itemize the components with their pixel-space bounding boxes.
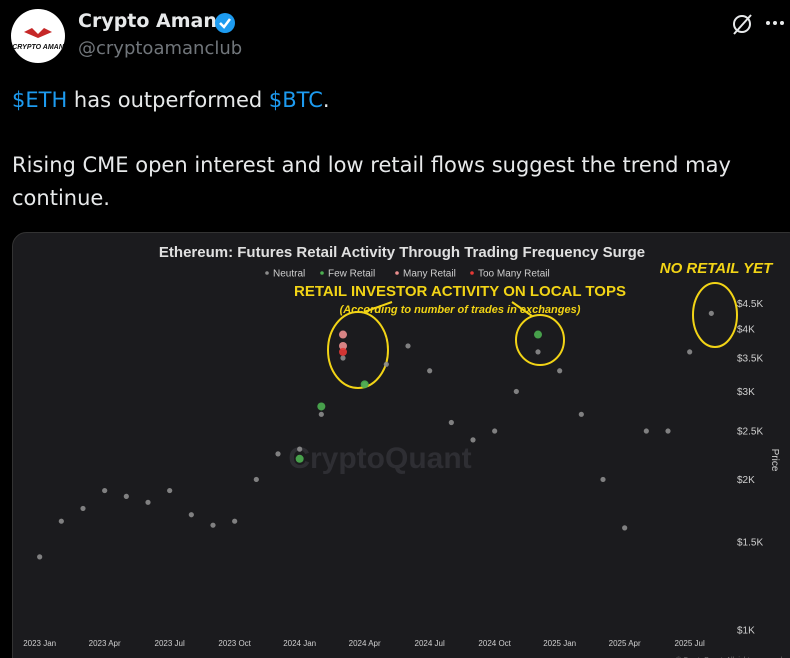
point [339, 347, 347, 356]
legend-label: Many Retail [403, 269, 456, 280]
x-tick-label: 2024 Apr [349, 639, 381, 648]
point [600, 476, 606, 483]
chart[interactable]: CryptoQuant Ethereum: Futures Retail Acti… [12, 232, 790, 658]
chart-frame [12, 232, 790, 658]
y-tick-label: $3.5K [737, 354, 763, 365]
y-tick-label: $1K [737, 625, 755, 636]
legend-marker [265, 271, 269, 275]
chart-title: Ethereum: Futures Retail Activity Throug… [159, 244, 645, 261]
point [470, 437, 476, 443]
point [535, 349, 541, 355]
y-tick-label: $1.5K [737, 537, 763, 548]
point [317, 402, 326, 411]
point [188, 512, 194, 518]
point [492, 428, 498, 434]
post-text: . [322, 88, 330, 112]
x-tick-label: 2024 Jul [415, 639, 445, 648]
y-tick-label: $2K [737, 475, 755, 486]
y-tick-label: $2.5K [737, 427, 763, 438]
x-tick-label: 2024 Jan [283, 639, 316, 648]
point [448, 419, 454, 426]
point [578, 411, 584, 417]
point [622, 525, 628, 531]
avatar[interactable]: CRYPTO AMAN [10, 8, 66, 64]
legend-marker [320, 271, 324, 275]
verified-badge [215, 13, 235, 33]
post-line: $ETH has outperformed $BTC. [12, 84, 330, 117]
x-tick-label: 2023 Oct [218, 639, 251, 648]
point [427, 368, 433, 374]
post-text: has outperformed [67, 88, 269, 112]
post-text: Rising CME open interest and low retail … [12, 153, 731, 210]
y-tick-label: $4K [737, 325, 755, 336]
x-tick-label: 2025 Jan [543, 639, 576, 648]
point [405, 343, 411, 349]
legend-label: Few Retail [328, 269, 375, 280]
point [687, 349, 693, 355]
annotation: NO RETAIL YET [660, 260, 774, 277]
more-button[interactable] [764, 16, 786, 30]
point [253, 476, 259, 483]
point [534, 330, 542, 339]
point [557, 368, 563, 374]
legend-marker [395, 271, 399, 275]
point [708, 310, 714, 316]
point [318, 411, 324, 417]
point [80, 505, 86, 512]
x-tick-label: 2025 Apr [609, 639, 641, 648]
point [643, 428, 649, 434]
x-tick-label: 2024 Oct [478, 639, 511, 648]
copyright: © CryptoQuant. All rights reserved [676, 656, 782, 658]
point [295, 454, 304, 463]
avatar-text: CRYPTO AMAN [12, 44, 65, 51]
grok-icon[interactable] [730, 12, 754, 36]
y-tick-label: $3K [737, 387, 755, 398]
point [123, 493, 129, 499]
point [37, 554, 43, 560]
point [339, 341, 347, 350]
cashtag[interactable]: $BTC [268, 88, 323, 112]
legend-label: Neutral [273, 269, 305, 280]
y-tick-label: $4.5K [737, 299, 763, 310]
x-tick-label: 2025 Jul [675, 639, 705, 648]
point [360, 380, 369, 389]
x-tick-label: 2023 Jan [23, 639, 56, 648]
author-handle[interactable]: @cryptoamanclub [78, 38, 243, 59]
legend-label: Too Many Retail [478, 269, 550, 280]
point [339, 330, 347, 339]
point [210, 522, 216, 528]
legend-marker [470, 271, 474, 275]
point [665, 428, 671, 434]
point [58, 518, 64, 524]
annotation: RETAIL INVESTOR ACTIVITY ON LOCAL TOPS [294, 283, 626, 300]
point [383, 361, 389, 367]
annotation: (According to number of trades in exchan… [340, 304, 581, 316]
point [340, 355, 346, 361]
x-tick-label: 2023 Jul [155, 639, 185, 648]
cashtag[interactable]: $ETH [12, 88, 68, 112]
watermark: CryptoQuant [288, 442, 471, 475]
point [145, 499, 151, 505]
point [513, 388, 519, 395]
annotation-shapes [327, 282, 738, 389]
point [102, 487, 108, 494]
x-tick-label: 2023 Apr [89, 639, 121, 648]
author-name[interactable]: Crypto Aman [78, 10, 217, 32]
point [297, 446, 303, 452]
y-axis-label: Price [769, 449, 780, 472]
point [167, 487, 173, 494]
point [232, 518, 238, 524]
point [275, 451, 281, 457]
